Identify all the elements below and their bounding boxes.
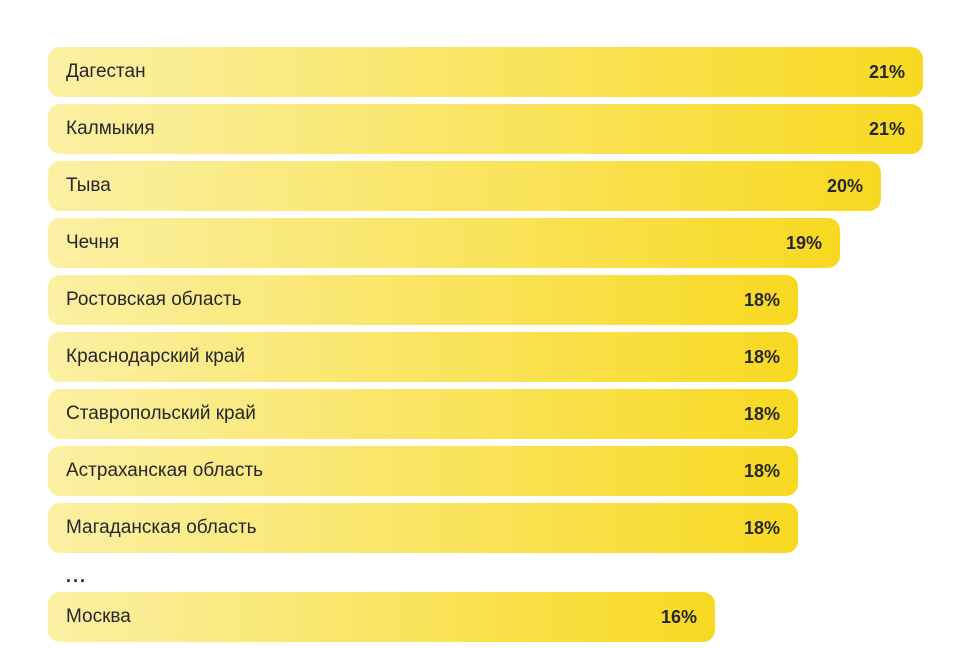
- bar-label: Калмыкия: [66, 118, 155, 139]
- bar-label: Ростовская область: [66, 289, 242, 310]
- bar-value: 19%: [785, 232, 822, 253]
- bar-label: Чечня: [66, 232, 120, 253]
- bar-label: Магаданская область: [66, 517, 257, 538]
- bar-row: Астраханская область 18%: [48, 446, 798, 496]
- bar-row: Ставропольский край 18%: [48, 389, 798, 439]
- bar-label: Дагестан: [66, 61, 146, 82]
- bar-label: Ставропольский край: [66, 403, 256, 424]
- bar-label: Москва: [66, 606, 131, 627]
- bar-row: Чечня 19%: [48, 218, 840, 268]
- bar-row: Москва 16%: [48, 592, 715, 642]
- bar-row: Краснодарский край 18%: [48, 332, 798, 382]
- bar-value: 21%: [868, 118, 905, 139]
- bar-value: 18%: [743, 460, 780, 481]
- bar-row: Тыва 20%: [48, 161, 881, 211]
- bar-value: 16%: [660, 606, 697, 627]
- bar-label: Краснодарский край: [66, 346, 245, 367]
- bar-chart: Дагестан 21% Калмыкия 21% Тыва 20% Чечня 19% Рос…: [48, 47, 923, 648]
- bar-value: 18%: [743, 403, 780, 424]
- bar-value: 18%: [743, 517, 780, 538]
- bar-row: Магаданская область 18%: [48, 503, 798, 553]
- bar-row: Ростовская область 18%: [48, 275, 798, 325]
- bar-row: Калмыкия 21%: [48, 104, 923, 154]
- bar-label: Астраханская область: [66, 460, 264, 481]
- bar-value: 20%: [826, 175, 863, 196]
- ellipsis-row: ...: [66, 565, 88, 586]
- bar-value: 18%: [743, 289, 780, 310]
- bar-value: 21%: [868, 61, 905, 82]
- bar-row: Дагестан 21%: [48, 47, 923, 97]
- bar-label: Тыва: [66, 175, 111, 196]
- bar-value: 18%: [743, 346, 780, 367]
